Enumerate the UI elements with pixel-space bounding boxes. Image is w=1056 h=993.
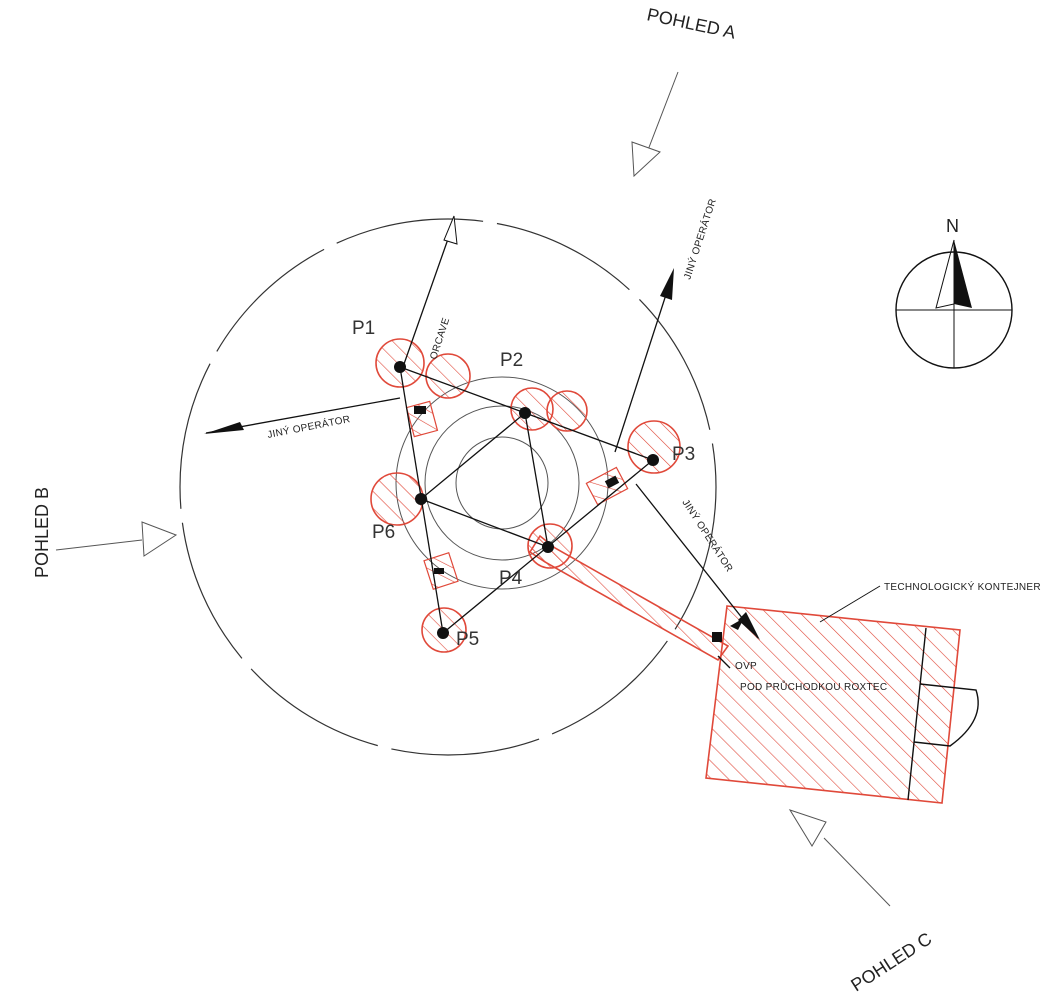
view-a-arrow — [631, 71, 679, 178]
point-markers — [394, 361, 659, 639]
triangle-p2-p4-p6 — [419, 411, 549, 549]
label-p2: P2 — [500, 350, 523, 371]
north-compass — [895, 239, 1013, 369]
operator-orcave-arrow — [403, 215, 458, 365]
technological-container — [705, 605, 979, 804]
container-leader-line — [819, 585, 881, 623]
operator-southeast-arrow — [635, 483, 760, 640]
label-jiny-west: JINÝ OPERÁTOR — [266, 412, 351, 441]
label-ovp: OVP — [735, 661, 757, 672]
view-c-label: POHLED C — [847, 928, 935, 993]
site-boundary-circle — [179, 218, 717, 756]
operator-northeast-arrow — [614, 268, 674, 453]
equipment-boxes — [405, 400, 722, 642]
view-b-label: POHLED B — [32, 487, 52, 578]
label-roxtec: POD PRŮCHODKOU ROXTEC — [740, 680, 887, 693]
operator-west-arrow — [204, 397, 401, 434]
mast-inner-ring — [455, 436, 549, 530]
label-p4: P4 — [499, 568, 523, 589]
foundation-p3 — [627, 420, 681, 474]
label-p3: P3 — [672, 444, 695, 465]
foundation-p1b — [425, 353, 471, 399]
north-label: N — [946, 216, 959, 236]
view-b-arrow — [55, 521, 178, 557]
label-p5: P5 — [456, 629, 479, 650]
mast-middle-ring — [424, 405, 580, 561]
label-container: TECHNOLOGICKÝ KONTEJNER — [884, 580, 1041, 593]
label-jiny-northeast: JINÝ OPERÁTOR — [680, 197, 718, 281]
foundation-p2b — [546, 390, 588, 432]
view-c-arrow — [788, 809, 891, 907]
label-p6: P6 — [372, 522, 395, 543]
label-jiny-southeast: JINÝ OPERÁTOR — [679, 497, 736, 575]
view-a-label: POHLED A — [645, 4, 737, 42]
label-p1: P1 — [352, 318, 375, 339]
